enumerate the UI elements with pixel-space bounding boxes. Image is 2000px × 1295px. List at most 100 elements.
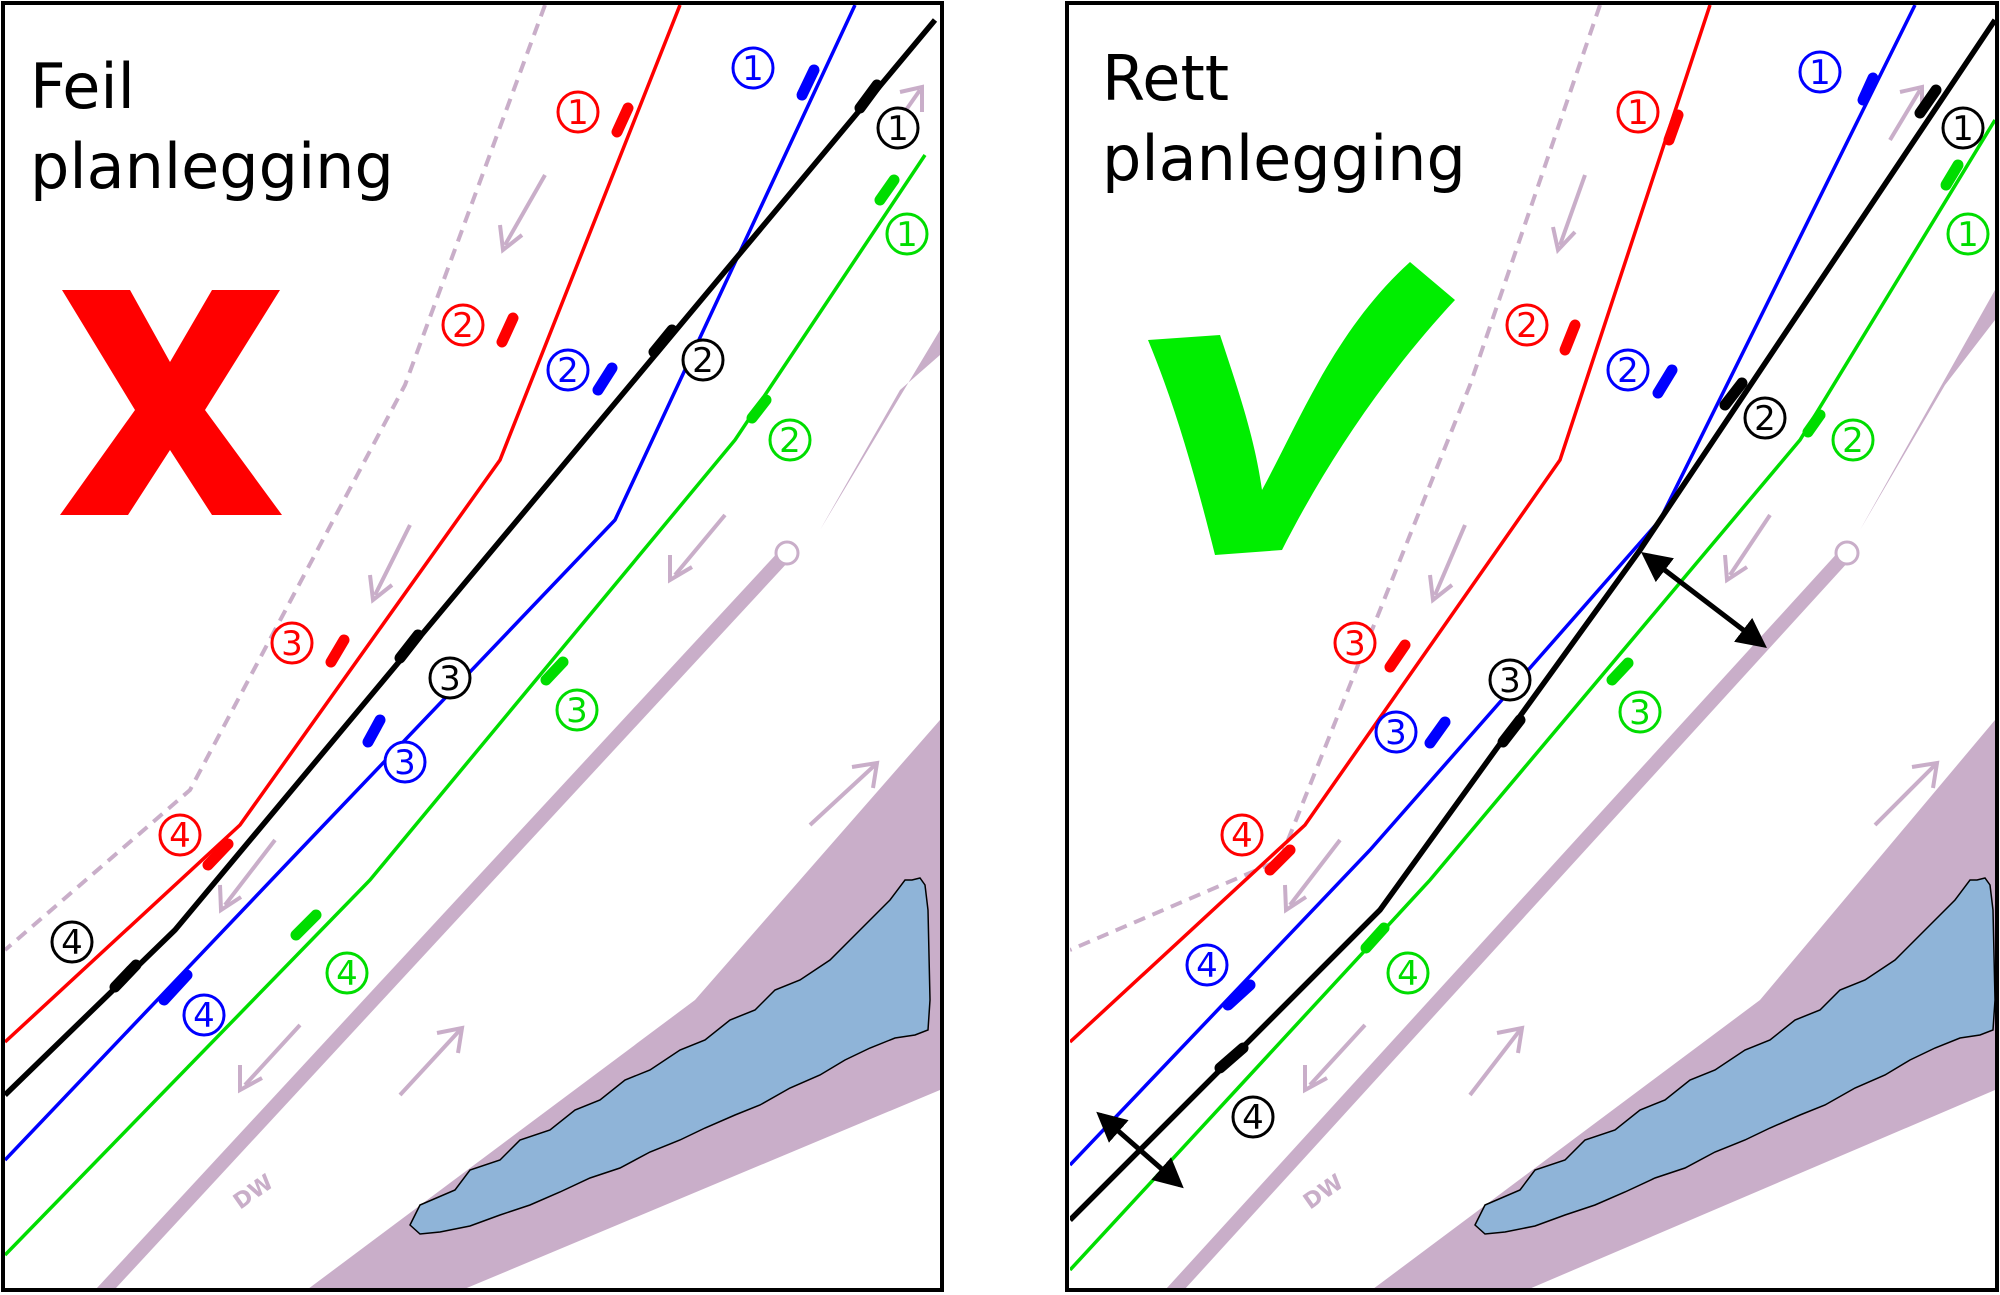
waypoint-label: 2 bbox=[1743, 396, 1787, 440]
svg-text:3: 3 bbox=[566, 691, 588, 731]
waypoint-label: 1 bbox=[731, 46, 775, 90]
dw-route-line bbox=[95, 550, 791, 1290]
waypoint-label: 4 bbox=[1185, 943, 1229, 987]
svg-text:3: 3 bbox=[1385, 713, 1407, 753]
waypoint-label: 1 bbox=[556, 90, 600, 134]
svg-text:4: 4 bbox=[1242, 1098, 1264, 1138]
route-segment-marks bbox=[1214, 72, 1964, 1074]
svg-text:3: 3 bbox=[1344, 624, 1366, 664]
waypoint-label: 4 bbox=[325, 951, 369, 995]
dw-route-line bbox=[1165, 550, 1851, 1290]
waypoint-label: 3 bbox=[270, 621, 314, 665]
svg-text:1: 1 bbox=[896, 215, 918, 255]
shallow-area bbox=[1371, 720, 1995, 1290]
waypoint-label: 3 bbox=[383, 740, 427, 784]
distance-arrow bbox=[1096, 1111, 1184, 1189]
waypoint-label: 2 bbox=[1606, 348, 1650, 392]
waypoint-label: 1 bbox=[1616, 90, 1660, 134]
waypoint-label: 3 bbox=[1488, 658, 1532, 702]
waypoint-label: 2 bbox=[441, 303, 485, 347]
svg-text:2: 2 bbox=[1842, 421, 1864, 461]
waypoint-label: 4 bbox=[50, 920, 94, 964]
route-red bbox=[1070, 5, 1712, 1044]
svg-text:4: 4 bbox=[169, 816, 191, 856]
waypoint-label: 4 bbox=[1220, 813, 1264, 857]
panel-frame bbox=[1, 1, 944, 1292]
diagram-wrong: 1 2 3 4 1 2 3 4 1 2 3 4 bbox=[1, 1, 944, 1292]
waypoint-label: 1 bbox=[885, 212, 929, 256]
diagram-right: 1 2 3 4 1 2 3 4 1 2 3 4 bbox=[1065, 1, 1999, 1292]
waypoint-label: 1 bbox=[1798, 50, 1842, 94]
svg-text:4: 4 bbox=[1196, 946, 1218, 986]
panel-right-planning: 1 2 3 4 1 2 3 4 1 2 3 4 bbox=[1000, 0, 2000, 1295]
waypoint-label: 2 bbox=[546, 348, 590, 392]
waypoint-label: 4 bbox=[182, 993, 226, 1037]
panel-title-line2: planlegging bbox=[1102, 122, 1466, 195]
svg-text:4: 4 bbox=[336, 954, 358, 994]
dw-label: DW bbox=[1299, 1170, 1348, 1215]
svg-text:4: 4 bbox=[61, 923, 83, 963]
svg-text:1: 1 bbox=[567, 93, 589, 133]
waypoint-label: 3 bbox=[555, 688, 599, 732]
boundary-dashed bbox=[1070, 5, 1602, 952]
svg-text:4: 4 bbox=[1231, 816, 1253, 856]
svg-text:2: 2 bbox=[692, 341, 714, 381]
svg-text:3: 3 bbox=[439, 659, 461, 699]
svg-text:2: 2 bbox=[1516, 306, 1538, 346]
svg-text:2: 2 bbox=[779, 421, 801, 461]
traffic-arrow bbox=[1283, 84, 1940, 1097]
waypoint-label: 3 bbox=[1333, 621, 1377, 665]
svg-text:1: 1 bbox=[1952, 109, 1974, 149]
waypoint-label: 3 bbox=[1374, 710, 1418, 754]
waypoint-label: 2 bbox=[1505, 303, 1549, 347]
waypoint-label: 1 bbox=[1941, 106, 1985, 150]
waypoint-label: 4 bbox=[1386, 951, 1430, 995]
dw-label: DW bbox=[229, 1170, 278, 1215]
panel-wrong-planning: 1 2 3 4 1 2 3 4 1 2 3 4 bbox=[1, 1, 944, 1292]
svg-text:3: 3 bbox=[394, 743, 416, 783]
waypoint-label: 4 bbox=[1231, 1095, 1275, 1139]
shallow-area bbox=[306, 720, 940, 1290]
svg-text:2: 2 bbox=[452, 306, 474, 346]
route-black bbox=[5, 18, 938, 1097]
panel-title-line2: planlegging bbox=[30, 130, 394, 203]
svg-text:2: 2 bbox=[1617, 351, 1639, 391]
waypoint-label: 2 bbox=[768, 418, 812, 462]
water-area bbox=[1474, 877, 1996, 1235]
boundary-dashed bbox=[5, 5, 547, 952]
route-segment-marks bbox=[109, 64, 900, 1006]
svg-text:4: 4 bbox=[193, 996, 215, 1036]
panel-frame bbox=[1065, 1, 1999, 1292]
waypoint-label: 4 bbox=[158, 813, 202, 857]
waypoint-label: 2 bbox=[681, 338, 725, 382]
shallow-spit bbox=[1860, 290, 1995, 530]
water-area bbox=[409, 877, 931, 1235]
route-red bbox=[5, 5, 682, 1044]
cross-mark-icon bbox=[60, 290, 282, 515]
waypoint-label: 3 bbox=[428, 656, 472, 700]
route-green bbox=[5, 154, 927, 1257]
dw-route-endpoint bbox=[774, 540, 800, 566]
svg-text:4: 4 bbox=[1397, 954, 1419, 994]
svg-text:1: 1 bbox=[1957, 215, 1979, 255]
svg-text:3: 3 bbox=[1499, 661, 1521, 701]
panel-title-line1: Rett bbox=[1102, 42, 1229, 115]
svg-text:1: 1 bbox=[742, 49, 764, 89]
svg-text:1: 1 bbox=[887, 109, 909, 149]
dw-route-endpoint bbox=[1834, 540, 1860, 566]
svg-text:2: 2 bbox=[1754, 399, 1776, 439]
route-green bbox=[1070, 119, 1997, 1272]
svg-text:3: 3 bbox=[281, 624, 303, 664]
svg-text:3: 3 bbox=[1629, 693, 1651, 733]
distance-arrow bbox=[1641, 551, 1767, 649]
waypoint-label: 3 bbox=[1618, 690, 1662, 734]
shallow-spit bbox=[820, 330, 940, 530]
waypoint-label: 2 bbox=[1831, 418, 1875, 462]
svg-text:1: 1 bbox=[1809, 53, 1831, 93]
waypoint-label: 1 bbox=[1946, 212, 1990, 256]
panel-title-line1: Feil bbox=[30, 50, 135, 123]
svg-text:2: 2 bbox=[557, 351, 579, 391]
svg-text:1: 1 bbox=[1627, 93, 1649, 133]
waypoint-label: 1 bbox=[876, 106, 920, 150]
check-mark-icon bbox=[1148, 262, 1455, 555]
